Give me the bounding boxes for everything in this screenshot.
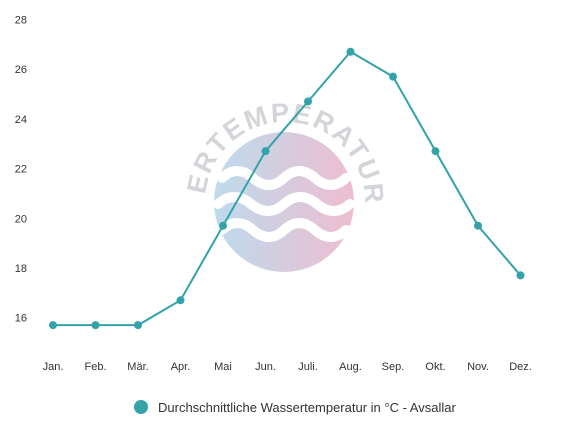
data-point[interactable] — [304, 97, 312, 106]
data-point[interactable] — [219, 221, 227, 230]
y-tick-label: 26 — [15, 64, 27, 76]
data-point[interactable] — [474, 221, 482, 230]
x-tick-label: Okt. — [425, 361, 445, 373]
y-tick-label: 28 — [15, 14, 27, 26]
y-axis: 16 18 20 22 24 26 28 — [15, 14, 27, 324]
data-point[interactable] — [134, 321, 142, 330]
y-tick-label: 18 — [15, 263, 27, 275]
data-point[interactable] — [346, 47, 355, 56]
x-tick-label: Sep. — [382, 361, 405, 373]
x-tick-label: Jun. — [255, 361, 276, 373]
x-tick-label: Feb. — [84, 361, 106, 373]
data-point[interactable] — [431, 147, 440, 156]
data-point[interactable] — [176, 296, 185, 305]
series-line — [53, 50, 522, 327]
data-point[interactable] — [261, 147, 270, 156]
y-tick-label: 22 — [15, 164, 27, 176]
y-tick-label: 16 — [15, 313, 27, 325]
data-point[interactable] — [91, 321, 100, 330]
watermark-waves-icon — [213, 166, 355, 242]
legend[interactable]: Durchschnittliche Wassertemperatur in °C… — [134, 400, 456, 415]
x-axis: Jan. Feb. Mär. Apr. Mai Jun. Juli. Aug. Sep. Okt.… — [43, 361, 532, 373]
x-tick-label: Mai — [214, 361, 232, 373]
data-point[interactable] — [516, 271, 525, 280]
x-tick-label: Juli. — [298, 361, 318, 373]
x-tick-label: Apr. — [171, 361, 191, 373]
x-tick-label: Aug. — [339, 361, 362, 373]
x-tick-label: Nov. — [467, 361, 489, 373]
x-tick-label: Mär. — [127, 361, 148, 373]
legend-swatch — [134, 400, 148, 414]
x-tick-label: Dez. — [509, 361, 532, 373]
data-point[interactable] — [389, 72, 397, 81]
x-tick-label: Jan. — [43, 361, 64, 373]
watermark: WASSERTEMPERATUR.ORG — [0, 0, 388, 272]
y-tick-label: 24 — [15, 114, 27, 126]
series-layer — [49, 47, 525, 330]
legend-label: Durchschnittliche Wassertemperatur in °C… — [158, 400, 456, 415]
data-point[interactable] — [49, 321, 57, 330]
y-tick-label: 20 — [15, 213, 27, 225]
